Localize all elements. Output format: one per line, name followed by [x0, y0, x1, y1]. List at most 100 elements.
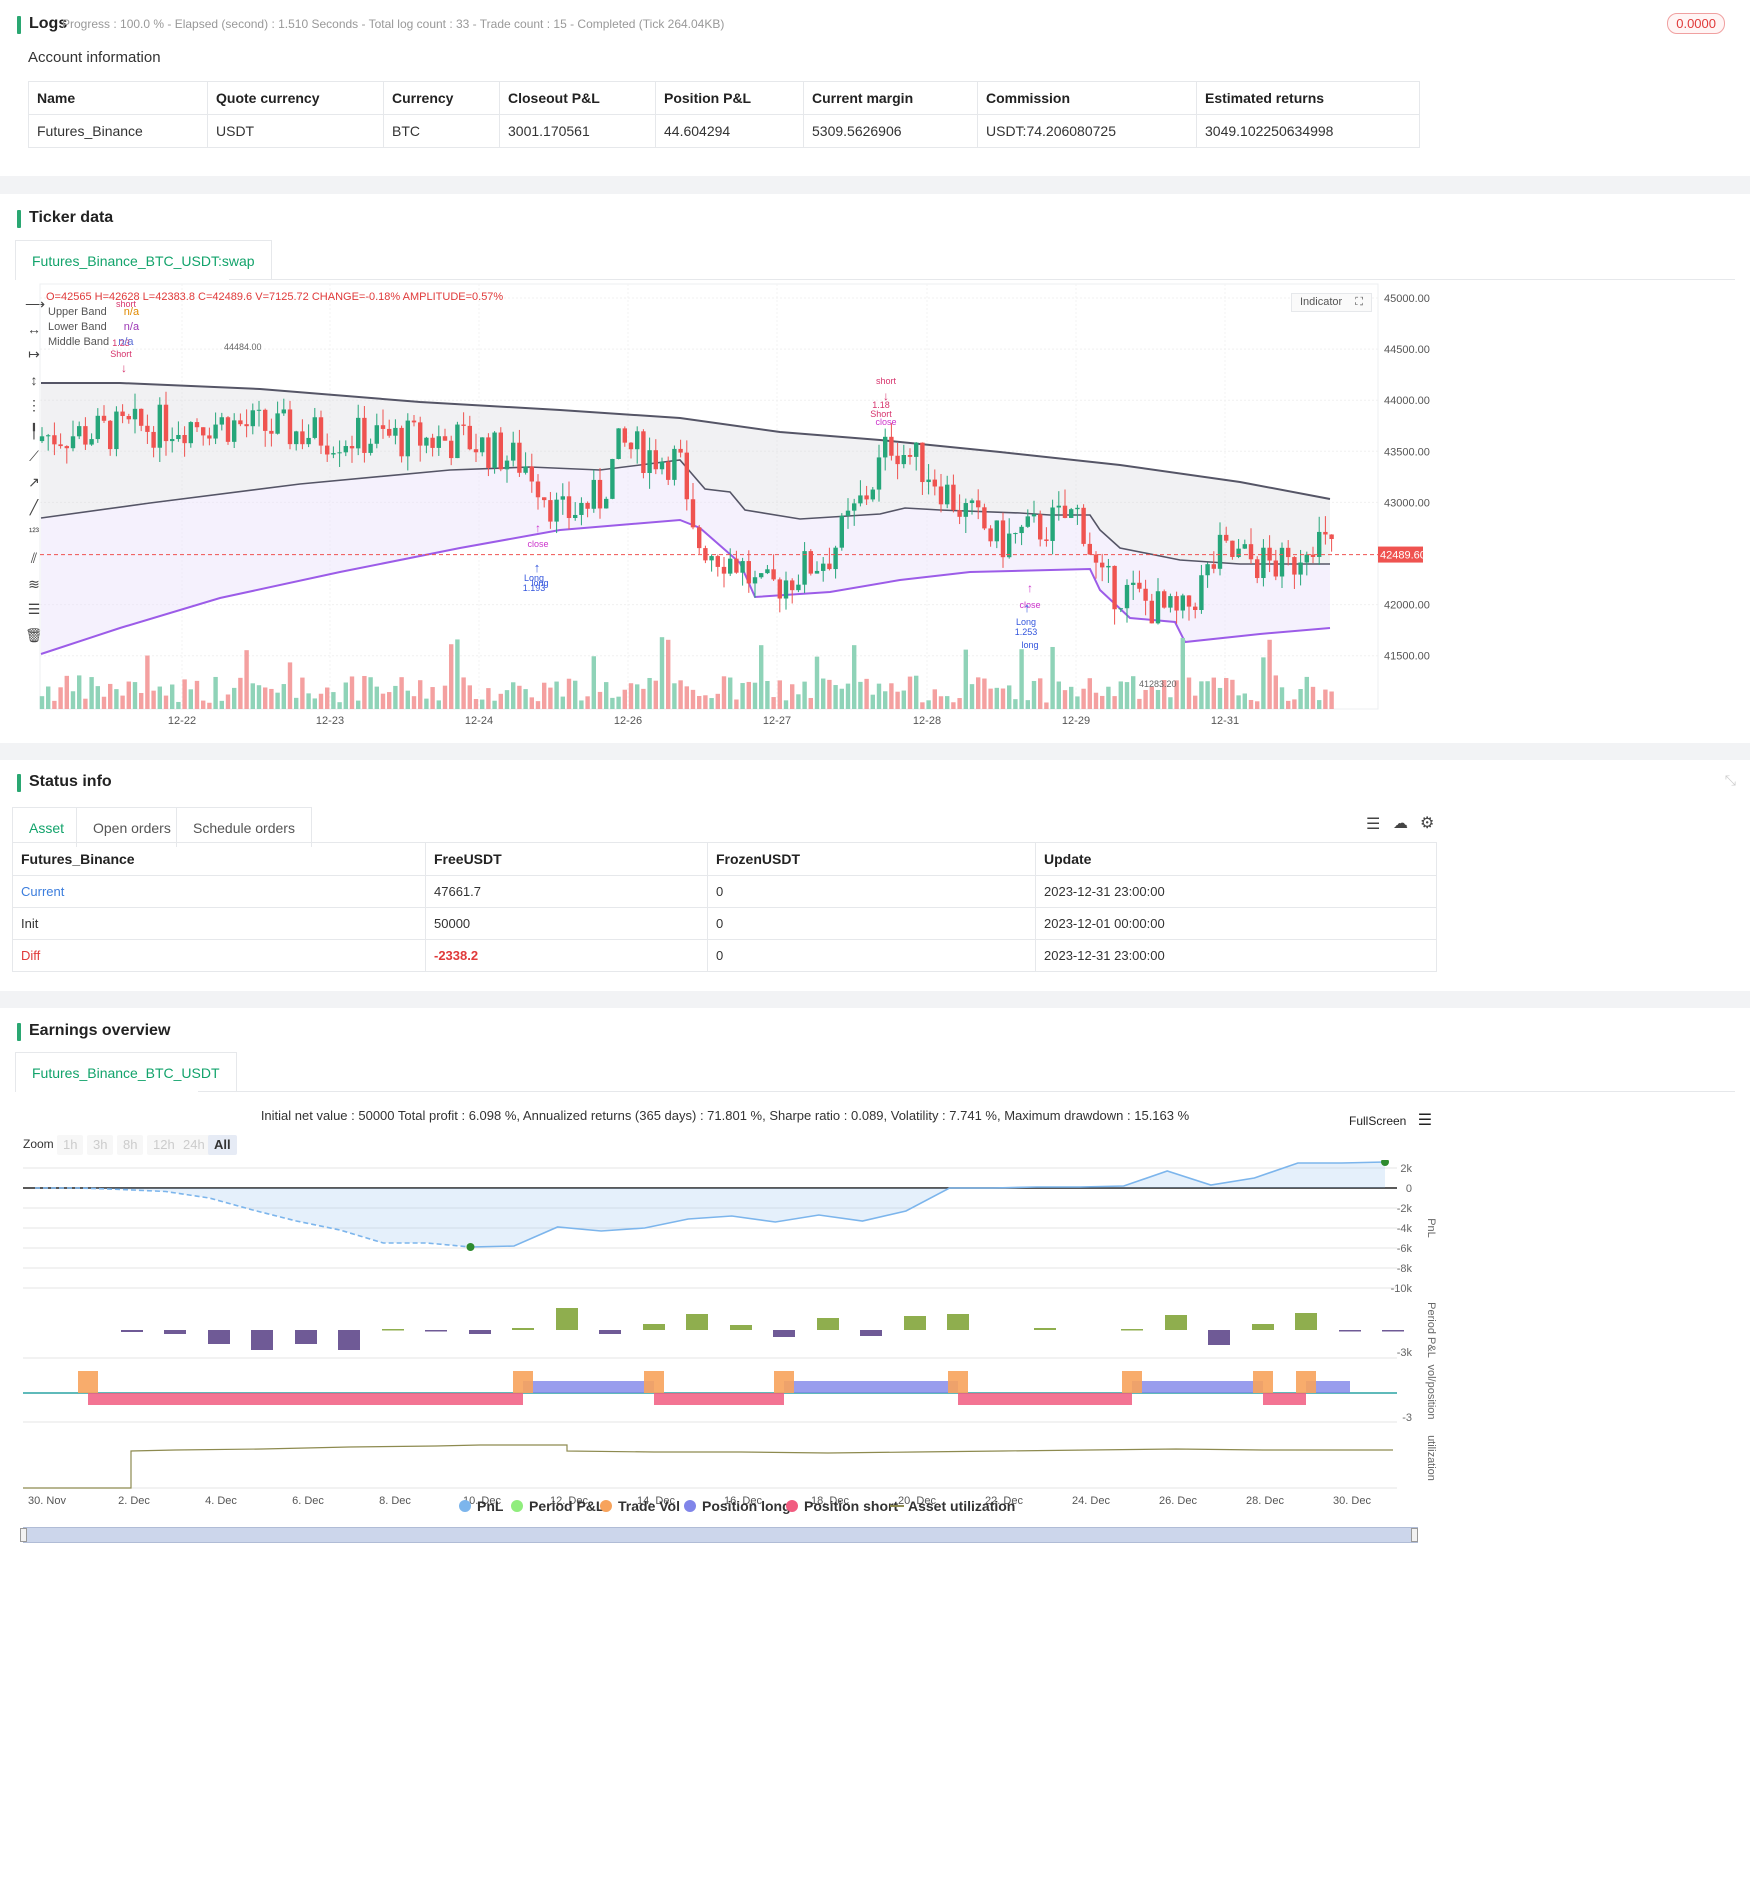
candle-body [1242, 544, 1247, 549]
candle-body [312, 417, 317, 438]
period-pnl-bar [599, 1330, 621, 1334]
fib-retracement-icon[interactable]: ☰ [27, 601, 41, 617]
candle-body [1310, 554, 1316, 557]
expand-icon[interactable]: ⛶ [1355, 296, 1363, 308]
logs-title: Logs [17, 15, 67, 34]
pnl-area [35, 1162, 1385, 1247]
trend-line-icon[interactable]: ⟋ [29, 448, 39, 464]
volume-bar [684, 686, 689, 709]
volume-bar [858, 681, 863, 709]
legend-pnl[interactable]: PnL [459, 1498, 503, 1514]
list-icon[interactable]: ☰ [1366, 816, 1381, 833]
settings-gear-icon[interactable]: ⚙ [1420, 815, 1435, 832]
candle-body [46, 435, 51, 437]
volume-bar [89, 677, 94, 709]
candle-body [275, 413, 280, 434]
pnl-axis-label: 2k [1400, 1163, 1412, 1175]
navigator[interactable] [23, 1527, 1418, 1543]
arrow-line-icon[interactable]: ↗ [28, 474, 40, 490]
legend-position-long[interactable]: Position long [684, 1498, 791, 1514]
volume-bar [616, 696, 621, 709]
volume-bar [1056, 681, 1061, 709]
volume-bar [461, 677, 466, 709]
vertical-segment-icon[interactable]: ⋮ [27, 397, 41, 413]
candle-body [337, 452, 342, 454]
volume-bar [678, 680, 683, 709]
price-line-icon[interactable]: ¹²³ [29, 527, 39, 538]
volume-bar [715, 693, 720, 709]
navigator-handle-right[interactable] [1411, 1528, 1418, 1542]
candle-body [647, 450, 652, 474]
signal-long-label: Long [524, 573, 544, 583]
candle-body [728, 558, 733, 574]
volume-bar [430, 687, 435, 709]
volume-bar [331, 692, 336, 709]
period-pnl-bar [251, 1330, 273, 1350]
vertical-line-icon[interactable]: ↕ [30, 372, 38, 388]
menu-icon[interactable]: ☰ [1417, 1112, 1433, 1129]
lower-band-fill [41, 460, 1330, 654]
candle-body [399, 427, 404, 457]
candle-body [1261, 547, 1266, 579]
legend-period-pnl[interactable]: Period P&L [511, 1498, 604, 1514]
account-title: Account information [28, 49, 161, 66]
cloud-download-icon[interactable]: ☁ [1393, 815, 1408, 832]
asset-cell: -2338.2 [425, 939, 708, 972]
candle-body [858, 495, 863, 504]
candle-body [157, 404, 162, 448]
volume-bar [449, 644, 454, 709]
ray-icon[interactable]: ↦ [28, 346, 40, 362]
volume-bar [889, 683, 894, 709]
segment-icon[interactable]: ╱ [29, 499, 39, 515]
x-tick-label: 20. Dec [898, 1495, 936, 1507]
candle-body [225, 417, 231, 442]
volume-bar [64, 675, 69, 709]
candle-body [1286, 547, 1291, 558]
candle-body [684, 452, 689, 500]
tab-asset[interactable]: Asset [12, 807, 82, 847]
tab-earnings-symbol[interactable]: Futures_Binance_BTC_USDT [15, 1052, 237, 1092]
zoom-3h-button[interactable]: 3h [87, 1135, 114, 1155]
volume-bar [740, 683, 745, 709]
ohlc-l: L=42383.8 [142, 291, 195, 303]
fullscreen-button[interactable]: FullScreen ☰ [1349, 1110, 1432, 1130]
candle-body [1050, 507, 1055, 541]
account-header: Commission [977, 81, 1197, 115]
candle-body [1087, 543, 1092, 555]
utilization-line [23, 1444, 1393, 1489]
legend-trade-vol[interactable]: Trade Vol [600, 1498, 680, 1514]
account-cell: BTC [383, 114, 500, 148]
trash-icon[interactable]: 🗑 [25, 627, 43, 643]
horizontal-line-icon[interactable]: ↔ [27, 321, 41, 337]
navigator-handle-left[interactable] [20, 1528, 27, 1542]
candle-body [969, 500, 975, 504]
tab-ticker-symbol[interactable]: Futures_Binance_BTC_USDT:swap [15, 240, 272, 280]
volume-bar [976, 677, 981, 709]
candle-body [1255, 559, 1260, 579]
candle-body [1317, 531, 1322, 557]
zoom-24h-button[interactable]: 24h [177, 1135, 211, 1155]
candle-body [1031, 514, 1037, 517]
legend-position-short[interactable]: Position short [786, 1498, 898, 1514]
price-tick-label: 41500.00 [1384, 651, 1430, 663]
volume-bar [349, 676, 355, 709]
parallel-line-icon[interactable]: ⫽ [30, 550, 38, 566]
tab-open-orders[interactable]: Open orders [76, 807, 188, 847]
zoom-12h-button[interactable]: 12h [147, 1135, 181, 1155]
signal-short-size: 1.18 [872, 400, 890, 410]
collapse-icon[interactable]: ⤡ [1724, 772, 1736, 788]
volume-bar [1180, 637, 1185, 709]
vertical-ray-icon[interactable]: ╿ [29, 423, 39, 439]
indicator-button[interactable]: Indicator ⛶ [1291, 293, 1372, 312]
legend-asset-utilization[interactable]: Asset utilization [890, 1498, 1015, 1514]
zoom-all-button[interactable]: All [208, 1135, 237, 1155]
zoom-1h-button[interactable]: 1h [57, 1135, 84, 1155]
period-pnl-bar [1121, 1329, 1143, 1331]
volume-bar [994, 687, 999, 709]
tab-schedule-orders[interactable]: Schedule orders [176, 807, 312, 847]
volume-bar [759, 645, 764, 709]
zoom-8h-button[interactable]: 8h [117, 1135, 144, 1155]
volume-bar [269, 688, 274, 709]
candle-body [690, 499, 696, 528]
fib-icon[interactable]: ≋ [28, 576, 40, 592]
